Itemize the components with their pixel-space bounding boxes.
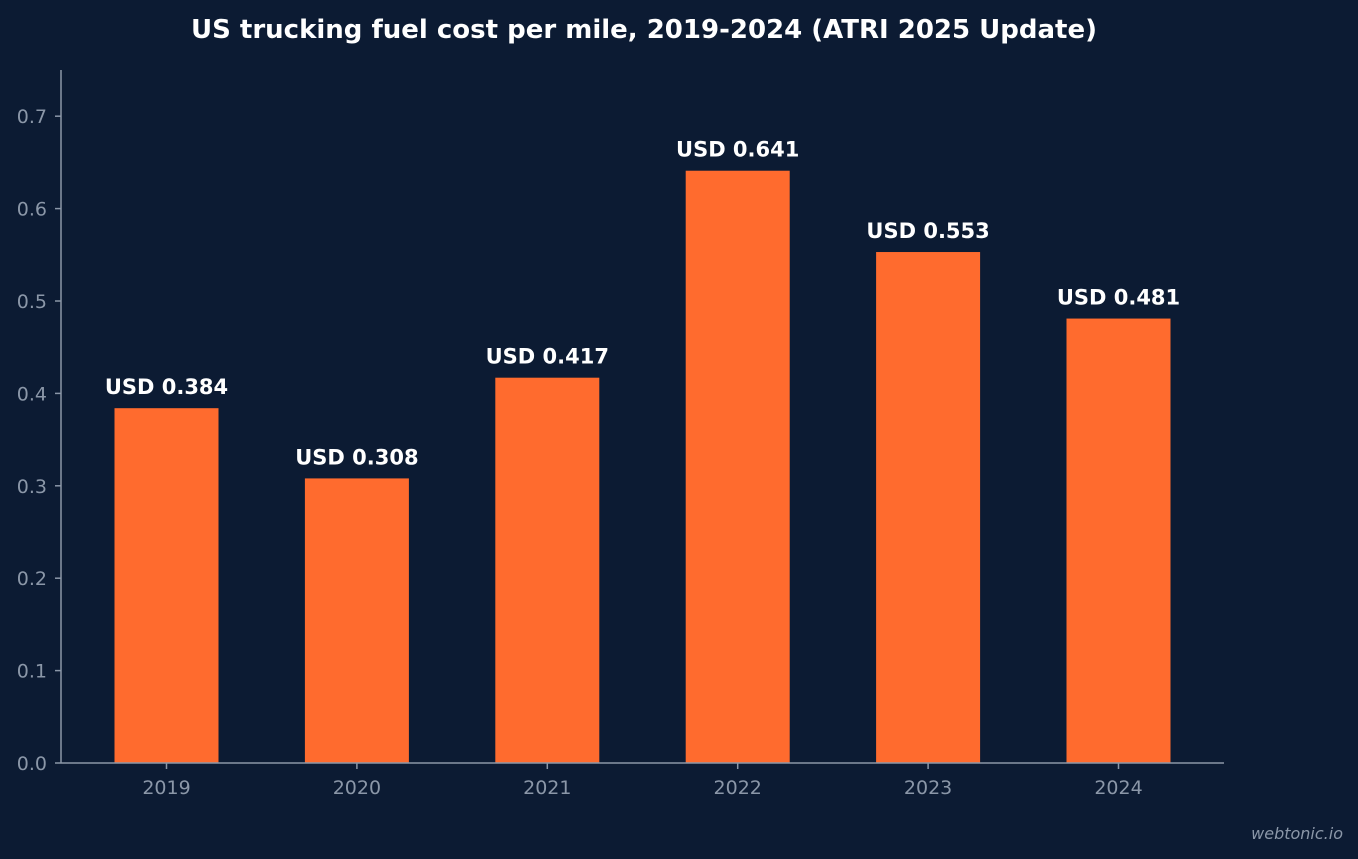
y-tick-label: 0.7 bbox=[17, 106, 47, 128]
bar-data-label: USD 0.308 bbox=[295, 445, 418, 469]
bar-data-labels: USD 0.384 USD 0.308 USD 0.417 USD 0.641 USD … bbox=[105, 138, 1180, 470]
bar-2019 bbox=[114, 408, 219, 763]
bar-data-label: USD 0.417 bbox=[486, 345, 609, 369]
bar-data-label: USD 0.553 bbox=[866, 219, 989, 243]
y-tick-label: 0.3 bbox=[17, 476, 47, 498]
bar-2022 bbox=[685, 170, 790, 763]
x-tick-label: 2022 bbox=[714, 777, 762, 799]
x-tick-label: 2021 bbox=[523, 777, 571, 799]
x-tick-label: 2020 bbox=[333, 777, 381, 799]
bar-data-label: USD 0.641 bbox=[676, 138, 799, 162]
x-axis-ticks: 2019 2020 2021 2022 2023 2024 bbox=[142, 763, 1143, 799]
y-tick-label: 0.2 bbox=[17, 568, 47, 590]
bars bbox=[114, 170, 1171, 763]
x-tick-label: 2019 bbox=[142, 777, 190, 799]
bar-2020 bbox=[304, 478, 409, 763]
x-tick-label: 2023 bbox=[904, 777, 952, 799]
x-tick-label: 2024 bbox=[1094, 777, 1142, 799]
y-tick-label: 0.4 bbox=[17, 383, 47, 405]
y-axis-ticks: 0.0 0.1 0.2 0.3 0.4 0.5 0.6 0.7 bbox=[17, 106, 61, 775]
watermark: webtonic.io bbox=[1251, 824, 1343, 843]
y-tick-label: 0.5 bbox=[17, 291, 47, 313]
y-tick-label: 0.0 bbox=[17, 753, 47, 775]
y-tick-label: 0.1 bbox=[17, 661, 47, 683]
bar-2024 bbox=[1066, 318, 1171, 763]
y-tick-label: 0.6 bbox=[17, 199, 47, 221]
bar-data-label: USD 0.384 bbox=[105, 375, 228, 399]
bar-2021 bbox=[495, 377, 600, 763]
chart-title: US trucking fuel cost per mile, 2019-202… bbox=[191, 15, 1097, 45]
bar-data-label: USD 0.481 bbox=[1057, 286, 1180, 310]
bar-2023 bbox=[876, 252, 981, 763]
